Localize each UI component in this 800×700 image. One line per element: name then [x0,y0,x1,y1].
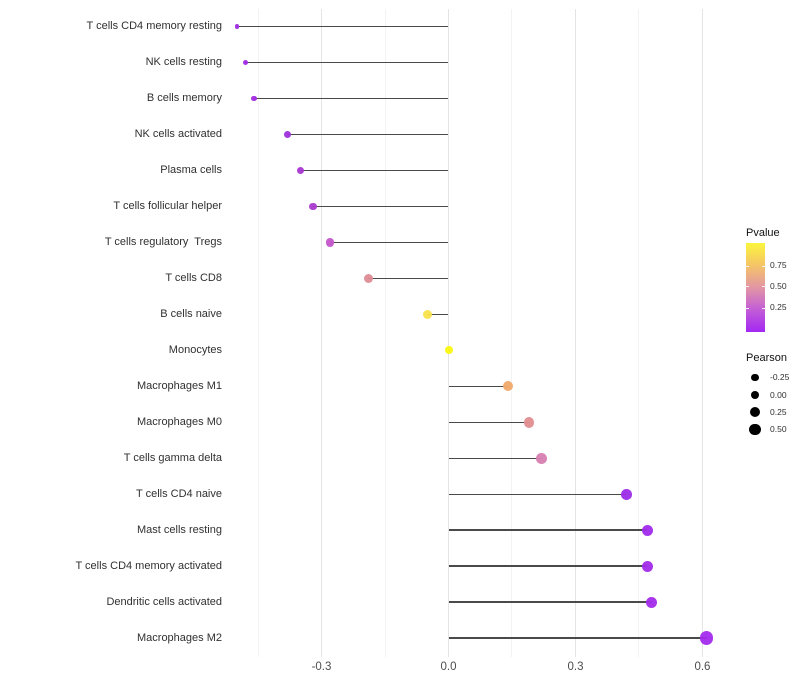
lollipop-stem [448,385,508,388]
lollipop-stem [448,637,707,639]
legend-size-dot [750,390,760,400]
gridline-minor [511,9,513,657]
pvalue-tick-mark [746,286,749,288]
y-axis-label: T cells CD8 [165,271,222,284]
lollipop-stem [448,601,652,603]
pearson-size-label: 0.25 [770,406,787,417]
y-axis-label: B cells naive [160,307,222,320]
y-axis-label: Monocytes [168,343,222,356]
pvalue-tick-label: 0.25 [770,302,787,313]
y-axis-label: Mast cells resting [137,523,222,536]
lollipop-dot [325,238,335,247]
lollipop-dot [523,417,535,428]
y-axis-label: Macrophages M2 [137,631,222,644]
y-axis-label: NK cells resting [145,56,222,69]
y-axis-label: T cells regulatory Tregs [104,236,222,249]
lollipop-stem [448,565,648,568]
y-axis-label: T cells follicular helper [113,200,222,213]
lollipop-dot [641,524,653,536]
legend-size-dot [750,407,760,418]
pvalue-gradient-bar [746,243,765,332]
lollipop-dot [699,631,714,645]
pvalue-tick-mark [762,286,765,288]
pearson-size-label: 0.50 [770,424,787,435]
lollipop-stem [253,97,449,100]
gridline-minor [638,9,640,657]
legend-pvalue-title: Pvalue [746,227,780,239]
lollipop-dot [646,596,658,608]
gridline-major [448,9,449,657]
gridline-major [574,9,576,657]
lollipop-dot [444,346,453,355]
pearson-size-label: -0.25 [770,372,790,383]
lollipop-stem [313,205,449,208]
gridline-minor [384,9,386,657]
pvalue-tick-mark [762,307,765,309]
y-axis-label: T cells gamma delta [123,451,222,464]
y-axis-label: Plasma cells [160,164,222,177]
legend-pearson-title: Pearson [746,352,787,364]
lollipop-dot [234,24,240,29]
y-axis-label: T cells CD4 memory resting [86,20,223,33]
y-axis-label: B cells memory [146,92,222,105]
x-axis-tick-label: 0.3 [567,661,584,673]
lollipop-dot [422,309,432,319]
lollipop-stem [448,457,542,460]
pearson-size-label: 0.00 [770,389,787,400]
lollipop-dot [284,131,292,139]
gridline-major [701,9,703,657]
lollipop-stem [329,241,449,244]
x-axis-tick-label: 0.6 [694,661,711,673]
lollipop-stem [448,529,648,532]
lollipop-stem [448,421,529,424]
x-axis-tick-label: 0.0 [440,661,457,673]
lollipop-dot [251,95,257,102]
gridline-major [321,9,322,657]
pvalue-tick-label: 0.75 [770,260,787,271]
lollipop-dot [641,560,653,572]
pvalue-tick-label: 0.50 [770,280,787,291]
lollipop-stem [300,169,449,172]
lollipop-dot [296,166,305,175]
y-axis-label: T cells CD4 naive [136,487,222,500]
gridline-minor [257,9,259,657]
y-axis-label: Macrophages M0 [137,415,222,428]
lollipop-stem [236,25,449,28]
lollipop-dot [363,273,373,283]
y-axis-label: Macrophages M1 [137,379,222,392]
legend-size-dot [751,374,759,382]
y-axis-label: T cells CD4 memory activated [75,559,222,572]
lollipop-dot [620,488,632,500]
pvalue-tick-mark [746,265,749,267]
lollipop-stem [427,313,449,316]
y-axis-label: Dendritic cells activated [106,595,222,608]
lollipop-stem [287,133,449,136]
pvalue-tick-mark [762,265,765,267]
lollipop-dot [242,60,248,66]
y-axis-label: NK cells activated [134,128,222,141]
lollipop-dot [309,202,317,211]
legend-size-dot [749,423,761,436]
lollipop-stem [245,61,449,64]
lollipop-stem [448,493,627,496]
lollipop-dot [502,381,513,392]
lollipop-stem [368,277,449,280]
lollipop-dot [536,452,547,464]
pvalue-tick-mark [746,307,749,309]
x-axis-tick-label: -0.3 [311,661,332,673]
